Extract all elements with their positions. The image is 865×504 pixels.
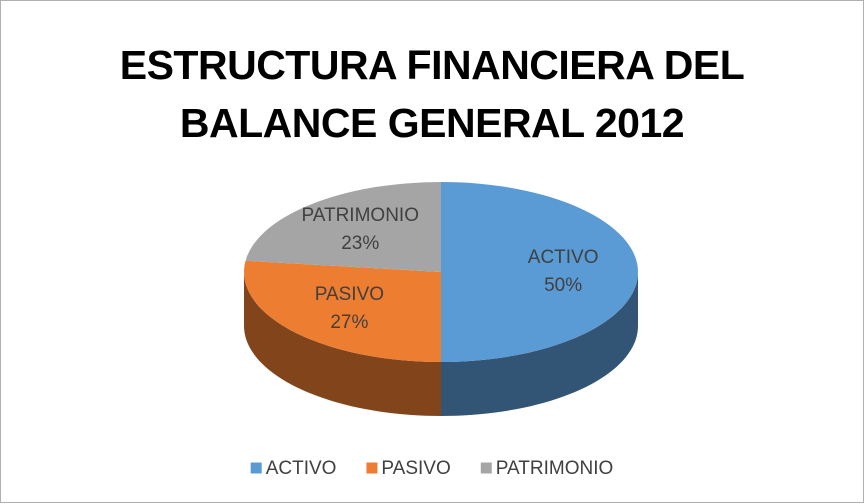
legend-label: PASIVO	[381, 458, 450, 479]
legend-label: ACTIVO	[266, 458, 337, 479]
data-label-value: 23%	[341, 233, 379, 254]
data-label-name: PASIVO	[315, 284, 384, 305]
data-label-value: 27%	[330, 312, 368, 333]
data-label-value: 50%	[544, 275, 582, 296]
slice	[245, 182, 441, 272]
slice-side	[441, 272, 638, 416]
slice	[441, 182, 638, 362]
data-label-name: ACTIVO	[528, 247, 599, 268]
slice	[243, 260, 441, 362]
legend-swatch	[366, 462, 378, 474]
legend-swatch	[250, 462, 262, 474]
data-label-name: PATRIMONIO	[301, 205, 419, 226]
legend-label: PATRIMONIO	[496, 458, 614, 479]
legend-swatch	[480, 462, 492, 474]
slice-side	[244, 272, 441, 416]
chart-title: ESTRUCTURA FINANCIERA DEL BALANCE GENERA…	[119, 42, 745, 146]
